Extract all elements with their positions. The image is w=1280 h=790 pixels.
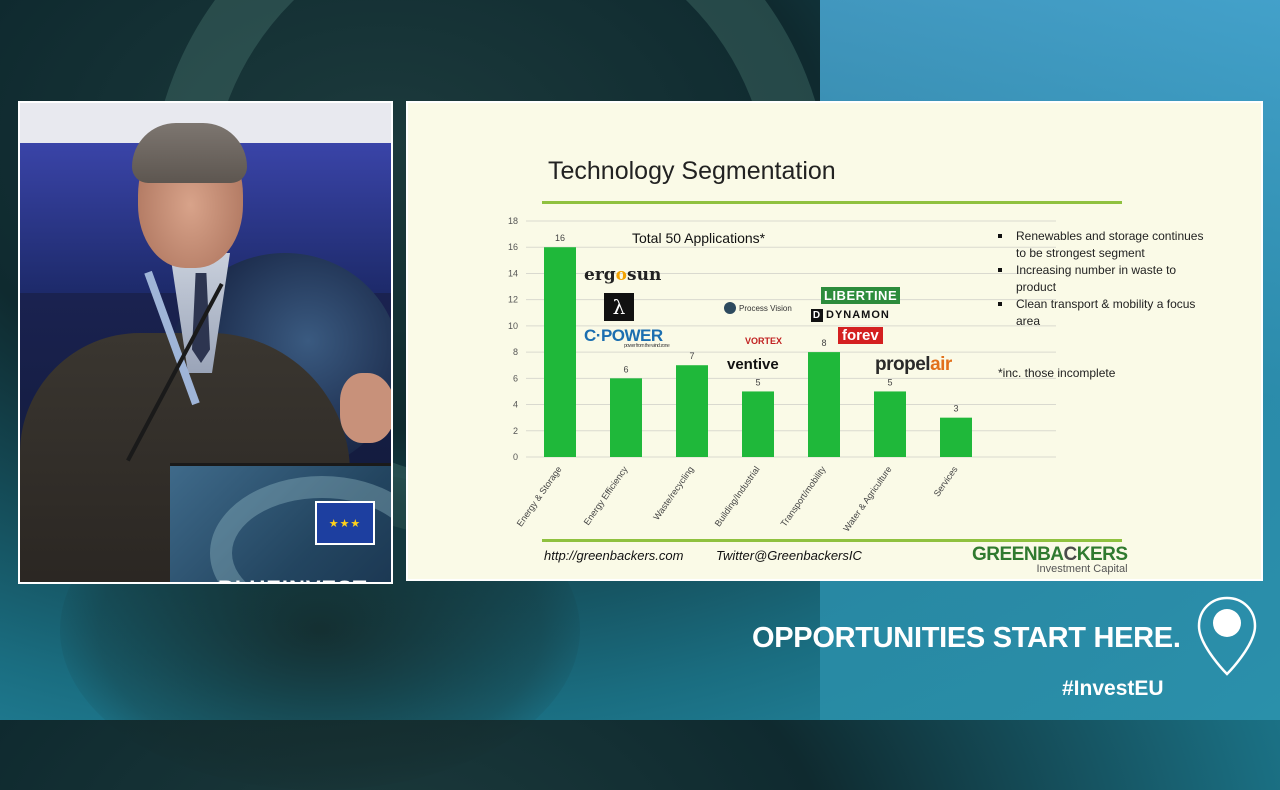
ergosun-logo: ergosun — [584, 265, 661, 285]
y-tick-label: 14 — [508, 268, 518, 278]
bar — [808, 352, 840, 457]
presentation-slide: Technology Segmentation 0 2 4 6 8 10 12 14 16 18 1… — [406, 101, 1263, 581]
y-tick-label: 12 — [508, 295, 518, 305]
data-label: 7 — [689, 351, 694, 361]
cpower-tagline: power from the wind zone — [624, 343, 670, 349]
speaker-hair — [132, 123, 247, 183]
greenbackers-subtitle: Investment Capital — [1036, 563, 1128, 575]
twitter-handle[interactable]: Twitter@GreenbackersIC — [716, 548, 862, 563]
bar — [610, 378, 642, 457]
bullet-item: Renewables and storage continues to be s… — [998, 228, 1208, 262]
dynamon-icon: D — [811, 309, 823, 322]
greenbackers-logo: GREENBACKERS Investment Capital — [972, 544, 1128, 575]
greenbackers-text-c: KERS — [1076, 544, 1128, 565]
propelair-text-b: air — [930, 354, 952, 375]
x-tick-label: Services — [932, 464, 960, 498]
x-tick-label: Energy Efficiency — [582, 464, 630, 527]
speaker-hand — [340, 373, 391, 443]
bar — [544, 247, 576, 457]
data-label: 5 — [887, 377, 892, 387]
y-tick-label: 8 — [513, 347, 518, 357]
y-tick-label: 16 — [508, 242, 518, 252]
bar — [874, 391, 906, 457]
y-tick-label: 18 — [508, 216, 518, 226]
greenbackers-logo-text: GREENBACKERS — [972, 544, 1128, 566]
website-link[interactable]: http://greenbackers.com — [544, 548, 684, 563]
x-tick-label: Building/Industrial — [713, 464, 762, 528]
cpower-logo: C·POWER power from the wind zone — [584, 326, 670, 349]
y-tick-label: 0 — [513, 452, 518, 462]
bar-chart: 0 2 4 6 8 10 12 14 16 18 16 Energy & Storage 6 Energy… — [508, 216, 1056, 533]
vortex-logo: VORTEX — [745, 336, 783, 346]
forev-logo: forev — [838, 327, 883, 344]
greenbackers-text-a: GREENBA — [972, 544, 1064, 565]
speaker-video: ★★★ BLUEINVEST — [18, 101, 393, 584]
y-tick-label: 2 — [513, 426, 518, 436]
propelair-text-a: propel — [875, 354, 931, 375]
location-pin-icon — [1197, 596, 1257, 676]
dynamon-logo: D DYNAMON — [811, 309, 890, 322]
data-label: 5 — [755, 377, 760, 387]
lambda-logo: λ — [604, 293, 634, 321]
ergosun-text-a: erg — [584, 265, 616, 285]
data-label: 6 — [623, 364, 628, 374]
total-applications-label: Total 50 Applications* — [632, 230, 766, 246]
bullet-list: Renewables and storage continues to be s… — [998, 228, 1208, 330]
bar — [676, 365, 708, 457]
event-tagline: OPPORTUNITIES START HERE. — [752, 622, 1181, 654]
x-tick-label: Water & Agriculture — [841, 464, 893, 533]
process-vision-logo: Process Vision — [724, 302, 792, 314]
libertine-logo: LIBERTINE — [821, 287, 901, 304]
ergosun-text-c: sun — [627, 265, 662, 285]
footer-divider — [542, 539, 1122, 542]
podium-text: BLUEINVEST — [218, 576, 367, 582]
data-label: 3 — [953, 404, 958, 414]
propelair-logo: propelair — [875, 354, 952, 376]
x-tick-label: Transport/mobility — [779, 464, 828, 528]
podium: ★★★ BLUEINVEST — [170, 463, 391, 582]
title-divider — [542, 201, 1122, 204]
bullet-item: Increasing number in waste to product — [998, 262, 1208, 296]
ventive-logo: ventive — [727, 356, 779, 373]
slide-title: Technology Segmentation — [548, 157, 836, 185]
footnote: *inc. those incomplete — [998, 366, 1116, 380]
y-tick-label: 10 — [508, 321, 518, 331]
bar — [940, 417, 972, 457]
bar — [742, 391, 774, 457]
data-label: 16 — [555, 233, 565, 243]
eu-flag-icon: ★★★ — [315, 501, 375, 545]
x-tick-label: Energy & Storage — [515, 464, 564, 528]
data-label: 8 — [821, 338, 826, 348]
process-vision-text: Process Vision — [739, 303, 792, 313]
dynamon-text: DYNAMON — [826, 309, 890, 321]
y-tick-label: 6 — [513, 373, 518, 383]
y-tick-label: 4 — [513, 400, 518, 410]
ergosun-text-b: o — [615, 265, 628, 285]
cpower-text: C·POWER — [584, 326, 663, 345]
process-vision-icon — [724, 302, 736, 314]
event-hashtag: #InvestEU — [1062, 677, 1164, 700]
greenbackers-text-b: C — [1063, 544, 1078, 565]
x-tick-label: Waste/recycling — [651, 464, 695, 521]
bullet-item: Clean transport & mobility a focus area — [998, 296, 1208, 330]
